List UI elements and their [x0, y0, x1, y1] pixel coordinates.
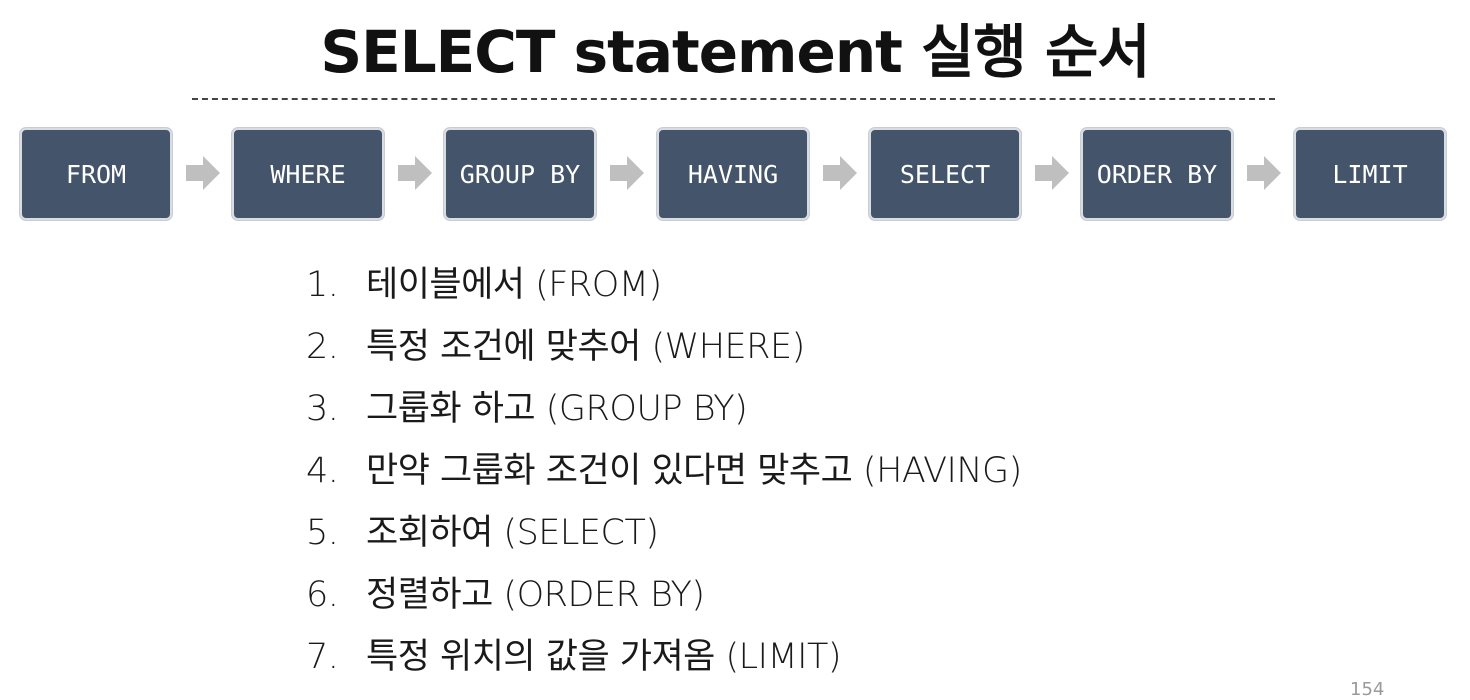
right-arrow-icon — [610, 156, 644, 190]
list-item-number: 5. — [306, 513, 339, 553]
flow-step-order-by: ORDER BY — [1081, 128, 1233, 220]
flow-step-where: WHERE — [232, 128, 384, 220]
dashed-divider — [192, 98, 1275, 100]
page-number: 154 — [1350, 679, 1385, 700]
list-item-text: 테이블에서 (FROM) — [366, 265, 662, 305]
flow-step-select: SELECT — [869, 128, 1021, 220]
list-item-number: 4. — [306, 451, 339, 491]
slide-title: SELECT statement 실행 순서 — [320, 18, 1150, 86]
list-item-text: 특정 위치의 값을 가져옴 (LIMIT) — [366, 637, 842, 677]
execution-flow: FROM WHERE GROUP BY HAVING SELECT ORDER … — [0, 0, 1470, 230]
list-item-number: 1. — [306, 265, 339, 305]
flow-step-group-by: GROUP BY — [444, 128, 596, 220]
list-item: 7. 특정 위치의 값을 가져옴 (LIMIT) — [306, 626, 1022, 688]
list-item-text: 정렬하고 (ORDER BY) — [366, 575, 705, 615]
list-item-text: 조회하여 (SELECT) — [366, 513, 659, 553]
right-arrow-icon — [186, 156, 220, 190]
list-item-text: 특정 조건에 맞추어 (WHERE) — [366, 327, 805, 367]
list-item: 3. 그룹화 하고 (GROUP BY) — [306, 378, 1022, 440]
flow-step-from: FROM — [20, 128, 172, 220]
list-item: 4. 만약 그룹화 조건이 있다면 맞추고 (HAVING) — [306, 440, 1022, 502]
list-item: 6. 정렬하고 (ORDER BY) — [306, 564, 1022, 626]
list-item-number: 6. — [306, 575, 339, 615]
flow-step-having: HAVING — [657, 128, 809, 220]
list-item-number: 7. — [306, 637, 339, 677]
flow-step-limit: LIMIT — [1294, 128, 1446, 220]
list-item: 5. 조회하여 (SELECT) — [306, 502, 1022, 564]
list-item: 2. 특정 조건에 맞추어 (WHERE) — [306, 316, 1022, 378]
right-arrow-icon — [1247, 156, 1281, 190]
execution-order-list: 1. 테이블에서 (FROM) 2. 특정 조건에 맞추어 (WHERE) 3. 그룹… — [306, 254, 1022, 688]
list-item: 1. 테이블에서 (FROM) — [306, 254, 1022, 316]
list-item-text: 그룹화 하고 (GROUP BY) — [366, 389, 748, 429]
right-arrow-icon — [398, 156, 432, 190]
list-item-number: 2. — [306, 327, 339, 367]
list-item-number: 3. — [306, 389, 339, 429]
right-arrow-icon — [1035, 156, 1069, 190]
right-arrow-icon — [823, 156, 857, 190]
list-item-text: 만약 그룹화 조건이 있다면 맞추고 (HAVING) — [366, 451, 1022, 491]
